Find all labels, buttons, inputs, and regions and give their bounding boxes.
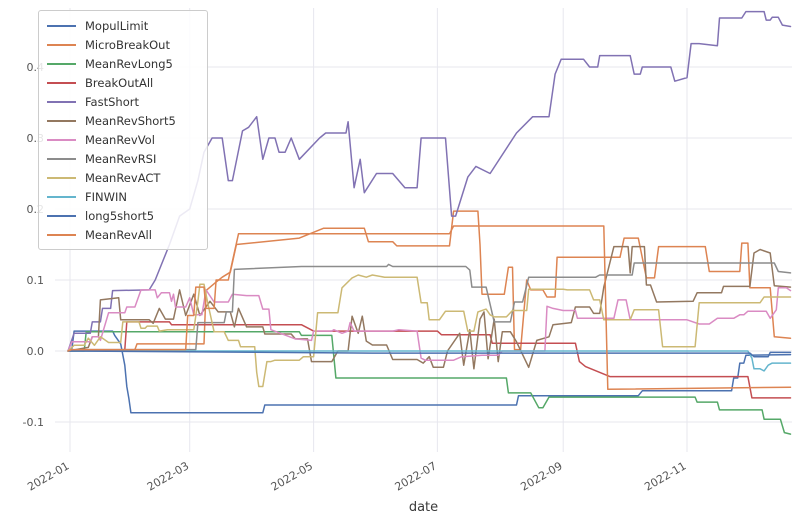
legend-item-MeanRevLong5: MeanRevLong5	[47, 54, 199, 73]
legend: MopulLimit MicroBreakOut MeanRevLong5 Break…	[38, 10, 208, 250]
legend-line-swatch	[47, 24, 76, 27]
legend-line-swatch	[47, 233, 76, 236]
x-tick-label-2022-09: 2022-09	[518, 459, 564, 493]
legend-label: MeanRevLong5	[85, 56, 173, 71]
legend-item-MeanRevRSI: MeanRevRSI	[47, 149, 199, 168]
legend-line-swatch	[47, 119, 76, 122]
series-line-MeanRevRSI	[67, 262, 792, 352]
series-line-MeanRevACT	[67, 274, 792, 388]
legend-label: MopulLimit	[85, 18, 149, 33]
legend-line-swatch	[47, 138, 76, 141]
legend-line-swatch	[47, 176, 76, 179]
x-tick-label-2022-05: 2022-05	[269, 459, 315, 493]
legend-label: MeanRevAll	[85, 227, 152, 242]
y-tick-label-0.1: 0.1	[27, 274, 45, 287]
series-line-MeanRevAll	[67, 225, 792, 391]
legend-item-MeanRevAll: MeanRevAll	[47, 225, 199, 244]
legend-label: MeanRevACT	[85, 170, 161, 185]
legend-label: FastShort	[85, 94, 139, 109]
legend-line-swatch	[47, 100, 76, 103]
legend-label: BreakOutAll	[85, 75, 154, 90]
legend-item-FastShort: FastShort	[47, 92, 199, 111]
legend-item-MeanRevACT: MeanRevACT	[47, 168, 199, 187]
x-tick-label-2022-07: 2022-07	[393, 459, 439, 493]
series-line-BreakOutAll	[67, 321, 792, 399]
x-tick-label-2022-11: 2022-11	[642, 459, 688, 493]
x-tick-label-2022-01: 2022-01	[25, 459, 71, 493]
legend-line-swatch	[47, 195, 76, 198]
legend-line-swatch	[47, 62, 76, 65]
series-line-MeanRevLong5	[67, 331, 792, 435]
legend-item-FINWIN: FINWIN	[47, 187, 199, 206]
legend-line-swatch	[47, 157, 76, 160]
legend-line-swatch	[47, 81, 76, 84]
legend-label: MeanRevRSI	[85, 151, 157, 166]
legend-item-MeanRevShort5: MeanRevShort5	[47, 111, 199, 130]
series-line-long5short5	[67, 350, 792, 358]
x-tick-label-2022-03: 2022-03	[145, 459, 191, 493]
y-tick-label--0.1: -0.1	[23, 416, 44, 429]
legend-label: FINWIN	[85, 189, 127, 204]
series-line-MopulLimit	[67, 330, 792, 414]
y-tick-label-0.0: 0.0	[27, 345, 45, 358]
legend-item-long5short5: long5short5	[47, 206, 199, 225]
legend-label: MicroBreakOut	[85, 37, 170, 52]
legend-label: MeanRevShort5	[85, 113, 176, 128]
legend-item-BreakOutAll: BreakOutAll	[47, 73, 199, 92]
x-axis-title: date	[409, 500, 438, 515]
legend-label: MeanRevVol	[85, 132, 155, 147]
legend-line-swatch	[47, 43, 76, 46]
legend-item-MopulLimit: MopulLimit	[47, 16, 199, 35]
series-line-MeanRevShort5	[67, 245, 792, 370]
legend-item-MeanRevVol: MeanRevVol	[47, 130, 199, 149]
legend-label: long5short5	[85, 208, 155, 223]
legend-item-MicroBreakOut: MicroBreakOut	[47, 35, 199, 54]
legend-line-swatch	[47, 214, 76, 217]
